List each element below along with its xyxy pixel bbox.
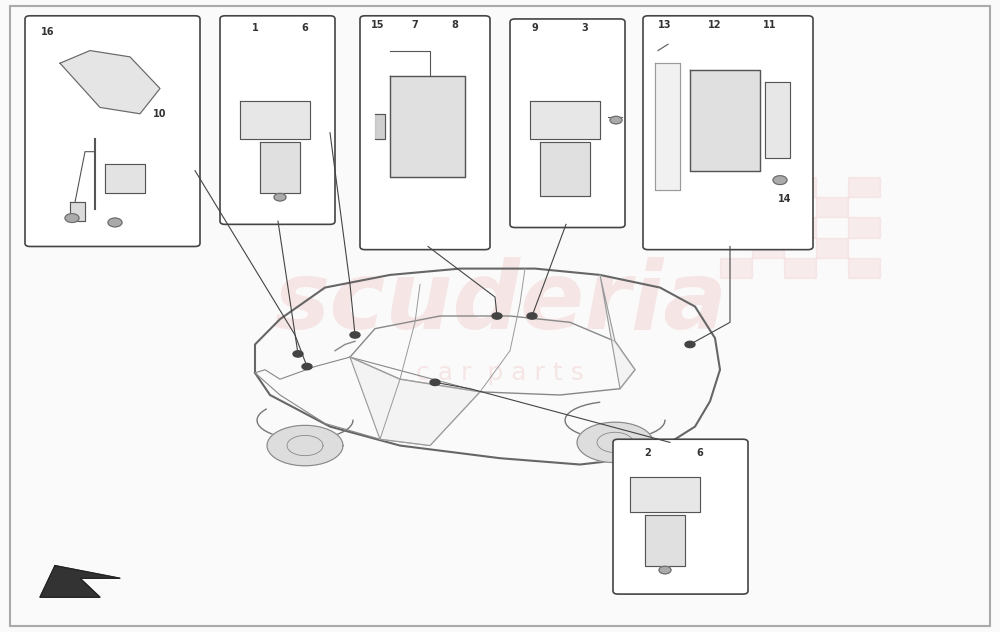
Text: 16: 16 (41, 27, 55, 37)
Bar (752, 197, 784, 217)
Circle shape (302, 363, 312, 370)
Polygon shape (260, 142, 300, 193)
FancyBboxPatch shape (25, 16, 200, 246)
Circle shape (659, 566, 671, 574)
Polygon shape (40, 566, 120, 597)
Circle shape (293, 351, 303, 357)
Text: 3: 3 (582, 23, 588, 33)
Polygon shape (390, 76, 465, 177)
Polygon shape (105, 164, 145, 193)
Polygon shape (70, 202, 85, 221)
Polygon shape (600, 275, 635, 389)
Text: scuderia: scuderia (273, 257, 727, 349)
FancyBboxPatch shape (510, 19, 625, 228)
Bar (848, 258, 880, 278)
Bar (816, 238, 848, 258)
FancyBboxPatch shape (613, 439, 748, 594)
Circle shape (430, 379, 440, 386)
Bar (816, 197, 848, 217)
Bar (784, 258, 816, 278)
Text: 9: 9 (532, 23, 538, 33)
Polygon shape (690, 70, 760, 171)
Circle shape (492, 313, 502, 319)
Polygon shape (577, 422, 653, 463)
Text: c a r  p a r t s: c a r p a r t s (416, 361, 584, 385)
Polygon shape (240, 101, 310, 139)
Polygon shape (765, 82, 790, 158)
Bar (720, 217, 752, 238)
Text: 1: 1 (252, 23, 258, 33)
Polygon shape (375, 114, 385, 139)
Text: 14: 14 (778, 194, 792, 204)
Polygon shape (655, 63, 680, 190)
Polygon shape (540, 142, 590, 196)
Bar (848, 217, 880, 238)
Polygon shape (267, 425, 343, 466)
Text: 10: 10 (153, 109, 167, 119)
Polygon shape (530, 101, 600, 139)
Text: 15: 15 (371, 20, 385, 30)
FancyBboxPatch shape (220, 16, 335, 224)
Text: 6: 6 (302, 23, 308, 33)
Polygon shape (630, 477, 700, 512)
Circle shape (65, 214, 79, 222)
Circle shape (350, 332, 360, 338)
Bar (848, 177, 880, 197)
Text: 12: 12 (708, 20, 722, 30)
Bar (784, 217, 816, 238)
Text: 11: 11 (763, 20, 777, 30)
Circle shape (108, 218, 122, 227)
Circle shape (610, 116, 622, 124)
Bar (720, 177, 752, 197)
Bar (752, 238, 784, 258)
Text: 2: 2 (645, 448, 651, 458)
Polygon shape (350, 357, 480, 446)
Text: 8: 8 (452, 20, 458, 30)
Text: 13: 13 (658, 20, 672, 30)
Polygon shape (645, 515, 685, 566)
Text: 6: 6 (697, 448, 703, 458)
Bar (720, 258, 752, 278)
Circle shape (773, 176, 787, 185)
Circle shape (274, 193, 286, 201)
FancyBboxPatch shape (360, 16, 490, 250)
FancyBboxPatch shape (643, 16, 813, 250)
Text: 7: 7 (412, 20, 418, 30)
Circle shape (527, 313, 537, 319)
Bar (784, 177, 816, 197)
Circle shape (685, 341, 695, 348)
Polygon shape (60, 51, 160, 114)
